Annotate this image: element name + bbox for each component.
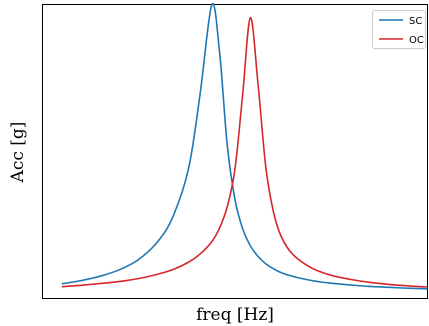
- legend-label-sc: SC: [409, 16, 422, 27]
- legend-label-oc: OC: [409, 35, 424, 46]
- x-axis-label: freq [Hz]: [196, 305, 274, 325]
- series-layer: [61, 2, 428, 290]
- legend: SC OC: [372, 10, 426, 49]
- y-axis-label: Acc [g]: [8, 122, 28, 184]
- series-line-oc: [61, 16, 428, 288]
- plot-frame: [42, 4, 428, 299]
- series-line-sc: [61, 2, 428, 290]
